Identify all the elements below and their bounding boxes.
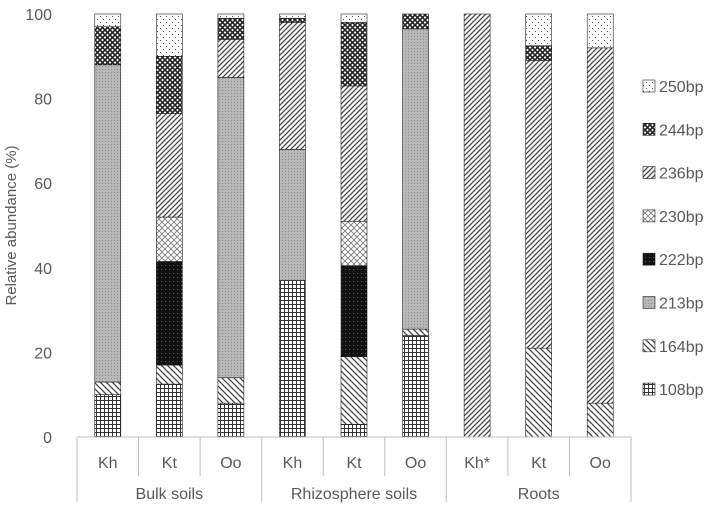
bar-segment-236bp [463,13,491,438]
bar-segment-164bp [525,347,552,438]
legend-label: 164bp [659,339,704,356]
legend-label: 230bp [659,209,704,226]
x-category-label: Kh* [464,455,490,472]
bar-segment-108bp [156,383,183,438]
bar-segment-108bp [217,402,245,438]
bar-segment-250bp [94,13,122,27]
legend-label: 213bp [659,296,704,313]
bar-segment-244bp [340,22,368,87]
x-category-label: Kt [531,455,547,472]
bar-segment-108bp [340,424,368,438]
x-category-label: Kt [162,455,178,472]
bar-segment-164bp [586,402,614,438]
y-tick-label: 100 [25,7,52,24]
bar-segment-164bp [156,364,183,385]
y-tick-label: 40 [34,261,52,278]
legend-swatch-164bp [642,339,656,353]
y-tick-label: 60 [34,176,52,193]
bar-segment-230bp [156,216,183,262]
legend-label: 222bp [659,252,704,269]
bar-segment-213bp [217,77,245,379]
legend-label: 244bp [659,122,704,139]
bar-segment-236bp [525,60,552,349]
bar-segment-213bp [402,28,429,330]
bar-segment-244bp [217,17,245,40]
x-group-label: Roots [518,486,560,503]
x-category-label: Oo [220,455,241,472]
bar-segment-213bp [94,64,122,383]
x-group-label: Rhizosphere soils [291,486,417,503]
x-category-label: Kh [98,455,118,472]
bar-segment-250bp [340,13,368,23]
bar-segment-244bp [94,26,122,66]
x-category-label: Kh [283,455,303,472]
bar-segment-250bp [586,13,614,49]
x-category-label: Kt [346,455,362,472]
bar-segment-164bp [94,381,122,396]
bar-segment-108bp [279,280,306,438]
bar-segment-236bp [279,22,306,150]
legend-swatch-222bp [642,252,656,266]
legend-label: 108bp [659,382,704,399]
legend-label: 250bp [659,79,704,96]
y-tick-label: 20 [34,345,52,362]
bar-segment-164bp [217,377,245,404]
y-tick-label: 80 [34,92,52,109]
bar-segment-250bp [156,13,183,57]
legend-swatch-213bp [642,296,656,309]
legend-swatch-244bp [642,123,656,136]
bar-segment-164bp [402,328,429,336]
bar-segment-244bp [525,45,552,61]
bar-segment-236bp [340,85,368,222]
x-category-label: Oo [405,455,426,472]
bar-segment-244bp [156,55,183,114]
bar-segment-250bp [217,13,245,19]
bar-segment-244bp [402,13,429,30]
bar-segment-236bp [156,113,183,218]
bar-segment-244bp [279,17,306,23]
bar-segment-108bp [94,394,122,438]
bar-segment-222bp [340,265,368,357]
legend-swatch-236bp [642,166,656,179]
legend-swatch-108bp [642,382,656,396]
y-axis-title: Relative abundance (%) [3,145,20,305]
bar-segment-164bp [340,356,368,425]
bar-segment-230bp [340,220,368,266]
x-category-label: Oo [590,455,611,472]
legend-swatch-250bp [642,79,656,93]
bar-segment-250bp [525,13,552,47]
bar-segment-222bp [156,261,183,366]
x-group-label: Bulk soils [136,486,204,503]
legend-swatch-230bp [642,209,656,223]
legend-label: 236bp [659,166,704,183]
bar-segment-108bp [402,335,429,438]
bar-segment-213bp [279,149,306,281]
bar-segment-236bp [217,39,245,78]
y-tick-label: 0 [43,430,52,447]
bar-segment-250bp [279,13,306,19]
bar-segment-236bp [586,47,614,404]
